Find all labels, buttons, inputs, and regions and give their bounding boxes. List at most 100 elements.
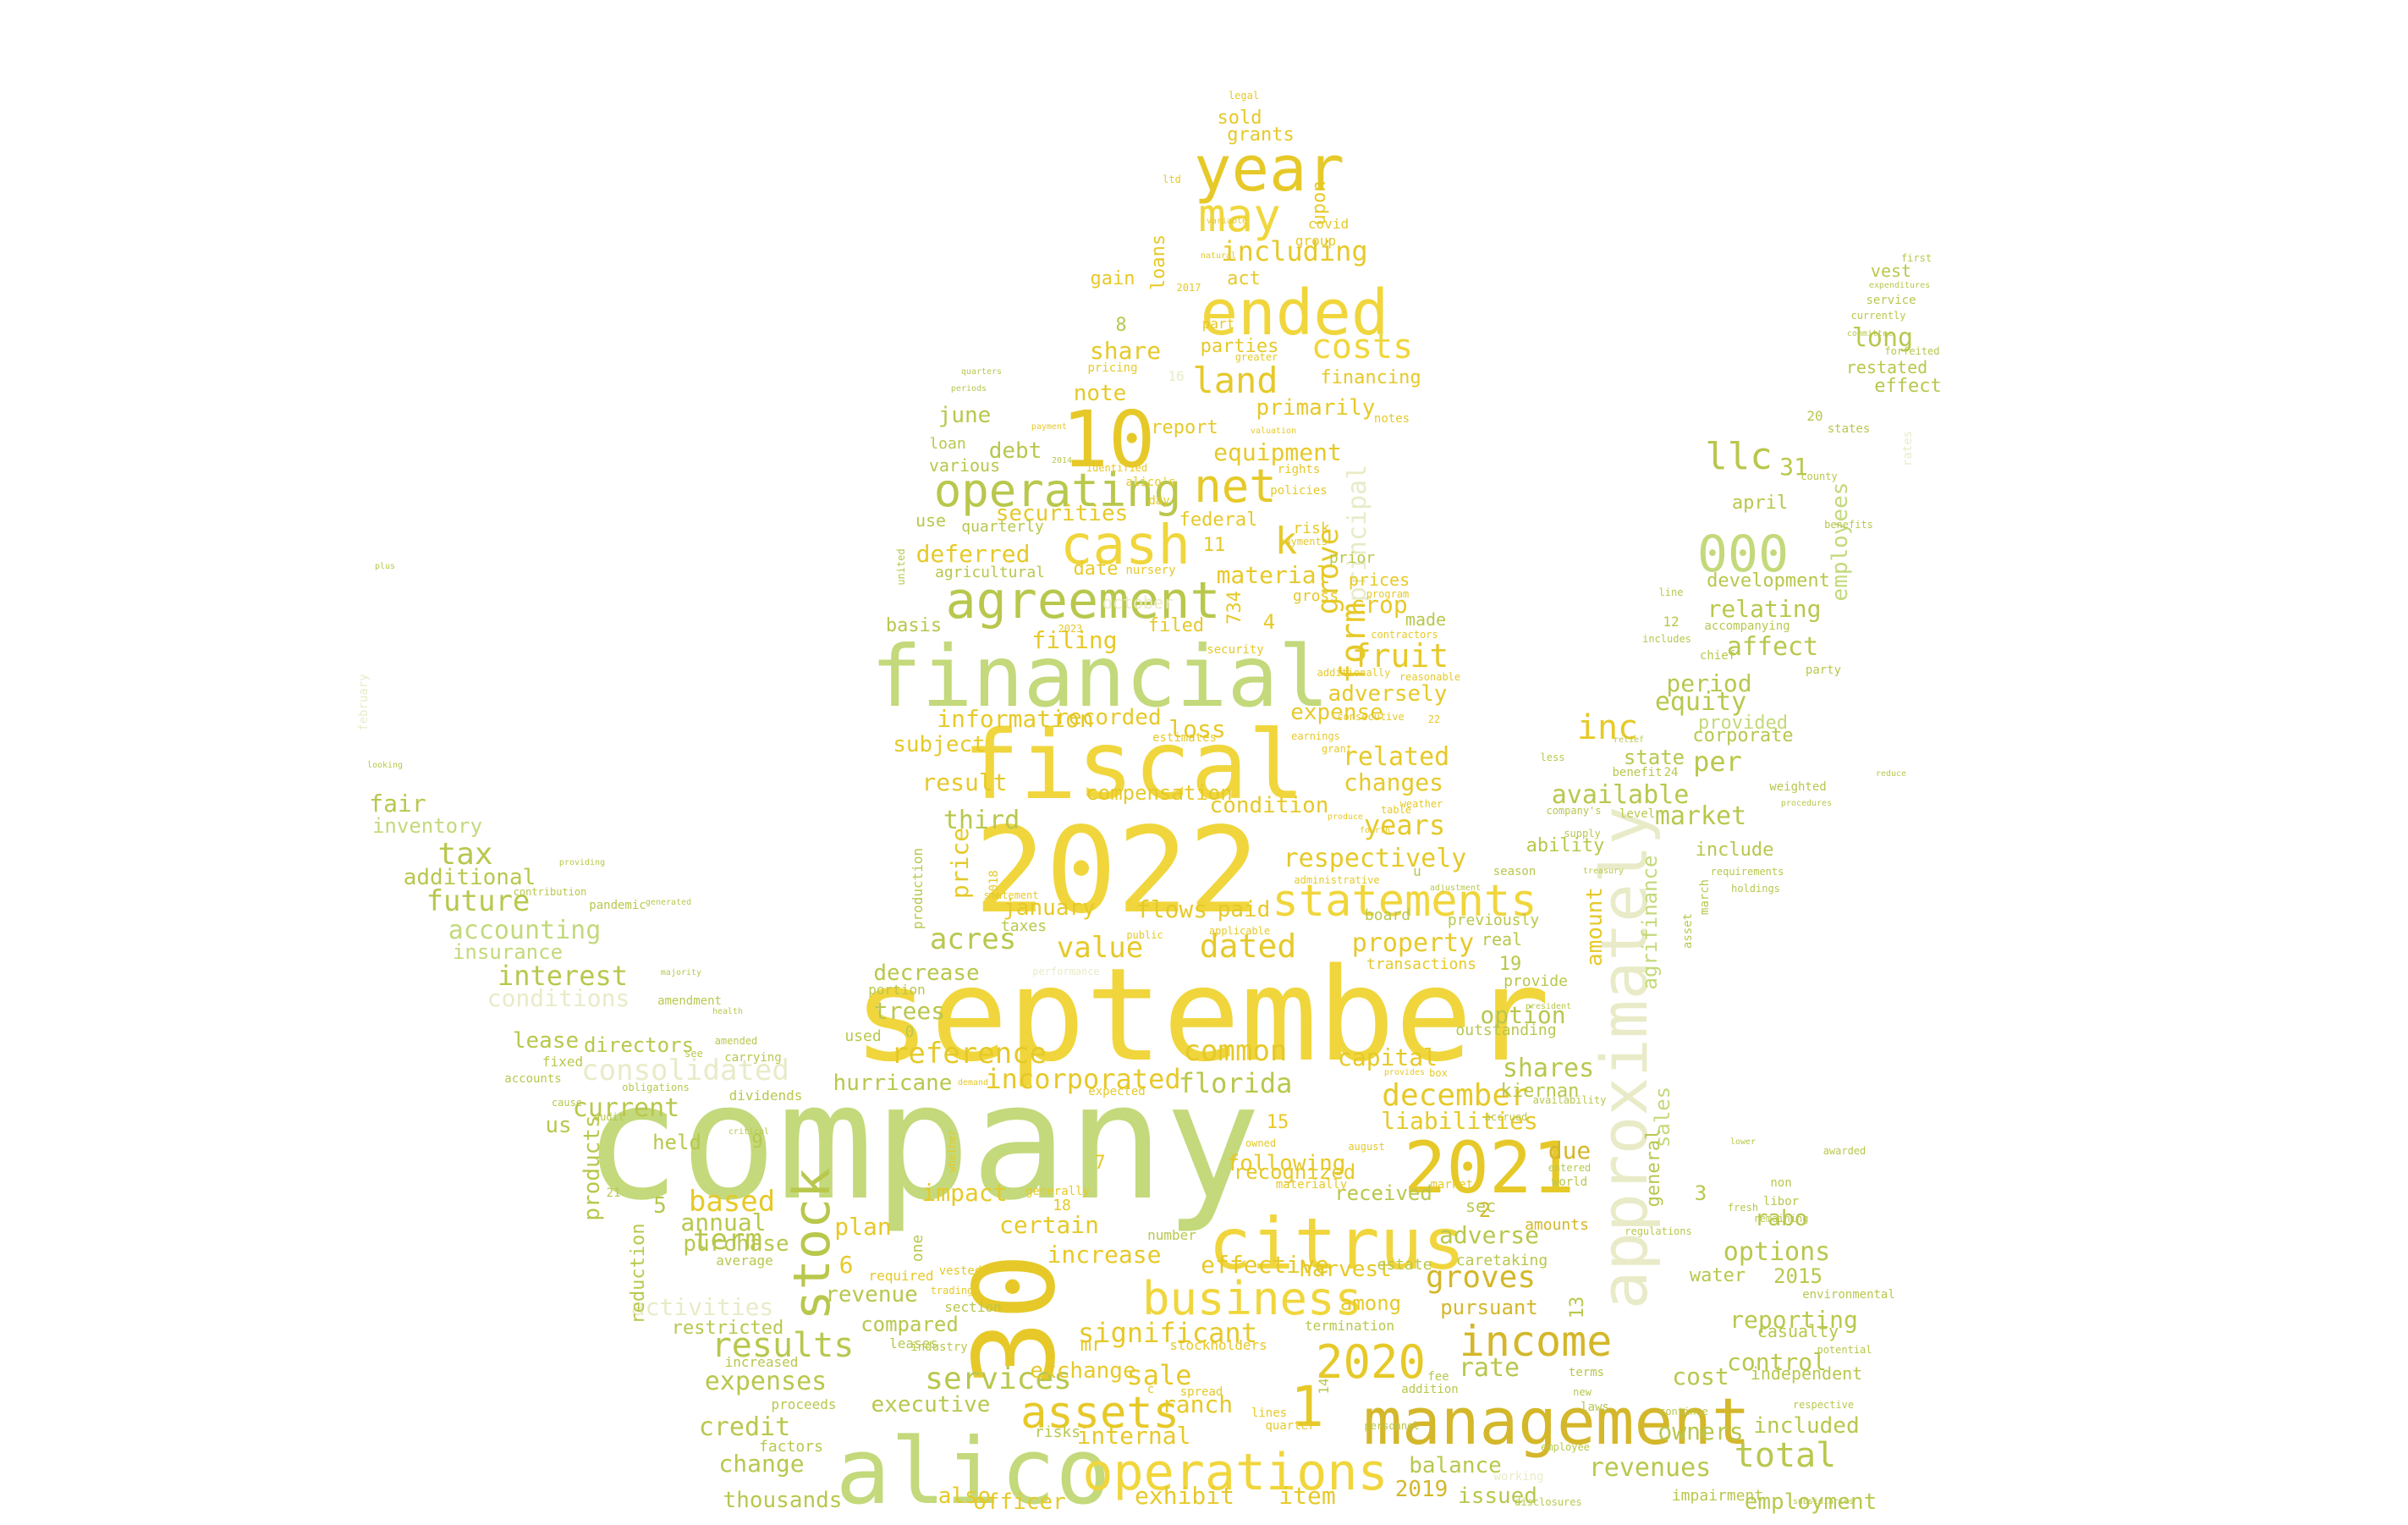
word-reduction: reduction xyxy=(628,1223,649,1324)
word-15: 15 xyxy=(1266,1112,1289,1133)
word-chief: chief xyxy=(1699,649,1736,663)
word-october: october xyxy=(1102,592,1174,613)
word-procedures: procedures xyxy=(1780,799,1833,808)
word-paid: paid xyxy=(1217,897,1271,922)
word-12: 12 xyxy=(1663,614,1680,630)
word-options: options xyxy=(1723,1237,1831,1267)
word-us: us xyxy=(545,1113,572,1138)
word-available: available xyxy=(1551,780,1690,810)
word-dividends: dividends xyxy=(728,1087,803,1104)
word-impairment: impairment xyxy=(1671,1487,1764,1505)
word-accounts: accounts xyxy=(504,1072,562,1086)
word-table: table xyxy=(1380,804,1412,816)
word-libor: libor xyxy=(1762,1195,1800,1208)
word-security: security xyxy=(1207,643,1264,657)
word-fee: fee xyxy=(1427,1370,1449,1384)
word-august: august xyxy=(1348,1141,1385,1153)
word-compared: compared xyxy=(860,1313,959,1336)
word-variable: variable xyxy=(1206,217,1248,226)
word-harvest: harvest xyxy=(1299,1257,1392,1282)
word-consecutive: consecutive xyxy=(1337,711,1405,723)
word-portion: portion xyxy=(868,982,926,998)
word-market: market xyxy=(1654,801,1747,831)
word-greater: greater xyxy=(1234,351,1278,363)
word-10: 10 xyxy=(1061,394,1156,485)
word-capital: capital xyxy=(1337,1043,1438,1071)
word-2014: 2014 xyxy=(1051,456,1073,465)
word-february: february xyxy=(357,674,371,731)
word-decrease: decrease xyxy=(873,961,980,986)
word-price: price xyxy=(946,827,974,900)
word-6: 6 xyxy=(838,1251,854,1279)
word-19: 19 xyxy=(1498,954,1522,975)
word-among: among xyxy=(1339,1291,1402,1315)
word-performance: performance xyxy=(1032,966,1100,977)
word-world: world xyxy=(1551,1175,1588,1189)
word-effect: effect xyxy=(1874,376,1942,397)
word-stockholders: stockholders xyxy=(1169,1337,1267,1353)
word-changes: changes xyxy=(1343,768,1444,796)
word-income: income xyxy=(1459,1317,1613,1366)
word-agricultural: agricultural xyxy=(934,564,1046,581)
word-statement: statement xyxy=(983,889,1039,901)
word-fixed: fixed xyxy=(542,1054,584,1070)
word-mr: mr xyxy=(1080,1335,1103,1356)
word-december: december xyxy=(1382,1078,1529,1113)
word-expense: expense xyxy=(1290,700,1383,725)
word-services: services xyxy=(925,1362,1072,1396)
word-providing: providing xyxy=(558,858,606,867)
word-april: april xyxy=(1731,493,1789,514)
word-corporate: corporate xyxy=(1692,725,1794,746)
word-statements: statements xyxy=(1272,876,1537,927)
word-markets: markets xyxy=(1430,1178,1481,1192)
word-alicos: alico's xyxy=(1125,476,1176,489)
word-parties: parties xyxy=(1200,336,1279,357)
word-31: 31 xyxy=(1779,453,1808,481)
word-asset: asset xyxy=(1681,912,1695,950)
word-lines: lines xyxy=(1251,1407,1288,1420)
word-supply: supply xyxy=(1564,828,1601,840)
word-2019: 2019 xyxy=(1394,1477,1449,1502)
word-average: average xyxy=(716,1252,773,1269)
word-date: date xyxy=(1073,559,1119,580)
word-weather: weather xyxy=(1399,798,1443,810)
word-assets: assets xyxy=(1020,1388,1179,1439)
word-provided: provided xyxy=(1698,713,1788,734)
word-independent: independent xyxy=(1750,1363,1863,1384)
word-addition: addition xyxy=(1401,1383,1459,1396)
word-financial: financial xyxy=(871,627,1329,726)
word-ranch: ranch xyxy=(1161,1390,1234,1418)
word-including: including xyxy=(1221,235,1368,267)
word-respectively: respectively xyxy=(1283,844,1467,873)
word-reasonable: reasonable xyxy=(1399,671,1461,683)
word-total: total xyxy=(1734,1436,1837,1475)
word-financing: financing xyxy=(1320,367,1421,388)
word-restricted: restricted xyxy=(671,1318,784,1339)
word-restated: restated xyxy=(1845,357,1928,377)
word-relating: relating xyxy=(1707,595,1822,623)
word-operating: operating xyxy=(933,464,1182,517)
word-2022: 2022 xyxy=(974,802,1260,940)
word-water: water xyxy=(1689,1265,1746,1286)
word-administrative: administrative xyxy=(1294,874,1380,886)
word-acres: acres xyxy=(929,922,1017,956)
word-program: program xyxy=(1366,588,1410,600)
word-required: required xyxy=(868,1268,934,1284)
word-flows: flows xyxy=(1135,895,1208,923)
word-agreement: agreement xyxy=(945,571,1221,630)
word-service: service xyxy=(1866,294,1916,307)
word-regulations: regulations xyxy=(1625,1225,1692,1237)
word-insurance: insurance xyxy=(452,940,564,964)
word-contractors: contractors xyxy=(1371,629,1438,641)
word-exhibit: exhibit xyxy=(1134,1482,1235,1510)
word-per: per xyxy=(1693,746,1742,778)
word-liabilities: liabilities xyxy=(1381,1107,1538,1135)
word-term: term xyxy=(693,1223,762,1257)
word-16: 16 xyxy=(1168,368,1185,384)
word-expenditures: expenditures xyxy=(1868,281,1931,290)
word-primarily: primarily xyxy=(1256,395,1376,421)
word-inventory: inventory xyxy=(371,814,483,838)
word-spread: spread xyxy=(1179,1385,1223,1399)
word-k: k xyxy=(1274,520,1298,563)
word-activities: activities xyxy=(630,1293,774,1321)
